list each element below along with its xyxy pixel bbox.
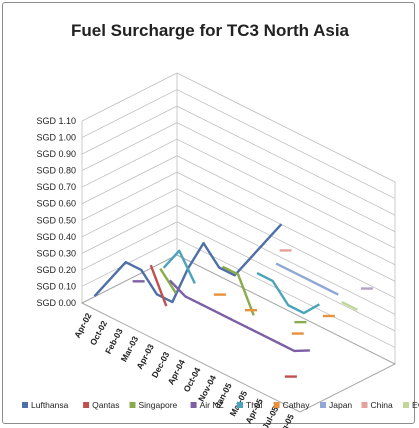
- gridline-back: [176, 171, 396, 282]
- legend-swatch: [129, 402, 136, 408]
- series-line-singapore: [221, 265, 255, 316]
- gridline-side: [81, 89, 178, 138]
- gridline-side: [81, 238, 178, 287]
- y-tick-label: SGD 0.30: [36, 248, 76, 258]
- legend-swatch: [361, 402, 368, 408]
- x-tick-label: Apr-04: [166, 358, 188, 387]
- legend-swatch: [22, 402, 28, 408]
- legend-swatch: [273, 402, 280, 408]
- y-tick-label: SGD 0.50: [36, 215, 76, 225]
- gridline-side: [81, 122, 178, 171]
- legend-label: Lufthansa: [31, 400, 69, 410]
- y-tick-label: SGD 1.00: [36, 133, 76, 143]
- series-line-air-nz: [168, 279, 310, 353]
- gridline-back: [176, 122, 396, 232]
- legend-label: Singapore: [139, 400, 178, 410]
- y-tick-label: SGD 0.90: [36, 149, 76, 159]
- series-line-thai: [256, 272, 320, 315]
- gridline-side: [81, 205, 178, 254]
- y-tick-label: SGD 0.70: [36, 182, 76, 192]
- legend-label: Qantas: [92, 400, 119, 410]
- x-tick-label: Apr-02: [72, 311, 94, 340]
- series-line-japan: [275, 262, 339, 296]
- gridline-back: [176, 105, 396, 216]
- legend-swatch: [403, 402, 409, 408]
- x-tick-label: Oct-04: [181, 365, 202, 393]
- y-tick-label: SGD 0.10: [36, 281, 76, 291]
- gridline-side: [81, 138, 178, 188]
- gridline-back: [176, 188, 396, 299]
- legend-label: China: [371, 400, 393, 410]
- series-line-singapore: [159, 267, 177, 294]
- series-line-lufthansa: [93, 223, 283, 304]
- gridline-back: [176, 72, 396, 183]
- legend-swatch: [190, 402, 197, 408]
- y-tick-label: SGD 0.20: [36, 265, 76, 275]
- series-line-qantas: [149, 264, 168, 307]
- gridline-side: [81, 221, 178, 271]
- chart-title: Fuel Surcharge for TC3 North Asia: [71, 21, 350, 40]
- gridline-back: [176, 155, 396, 266]
- legend-swatch: [237, 402, 243, 408]
- gridline-side: [81, 105, 178, 155]
- legend-swatch: [83, 402, 90, 408]
- y-tick-label: SGD 0.60: [36, 199, 76, 209]
- x-tick-label: Apr-03: [134, 342, 156, 371]
- chart-floor: [80, 254, 397, 413]
- gridline-back: [176, 89, 396, 199]
- legend-label: Japan: [329, 400, 352, 410]
- y-tick-label: SGD 0.00: [36, 298, 76, 308]
- gridline-side: [81, 155, 178, 205]
- gridline-back: [176, 221, 396, 332]
- legend-label: Cathay: [283, 400, 311, 410]
- gridline-side: [81, 171, 178, 221]
- gridline-side: [81, 188, 178, 238]
- y-tick-label: SGD 0.40: [36, 232, 76, 242]
- y-tick-label: SGD 0.80: [36, 166, 76, 176]
- gridline-side: [81, 72, 178, 122]
- series-line-eva: [341, 301, 358, 311]
- gridline-back: [176, 138, 396, 249]
- x-tick-label: Oct-02: [88, 319, 109, 347]
- gridline-back: [176, 205, 396, 315]
- chart-frame: [2, 2, 415, 424]
- legend-label: Air NZ: [200, 400, 224, 410]
- legend-label: Thai: [246, 400, 263, 410]
- legend-label: Eva: [412, 400, 419, 410]
- series-line-thai: [162, 249, 196, 284]
- y-tick-label: SGD 1.10: [36, 116, 76, 126]
- legend-swatch: [320, 402, 326, 408]
